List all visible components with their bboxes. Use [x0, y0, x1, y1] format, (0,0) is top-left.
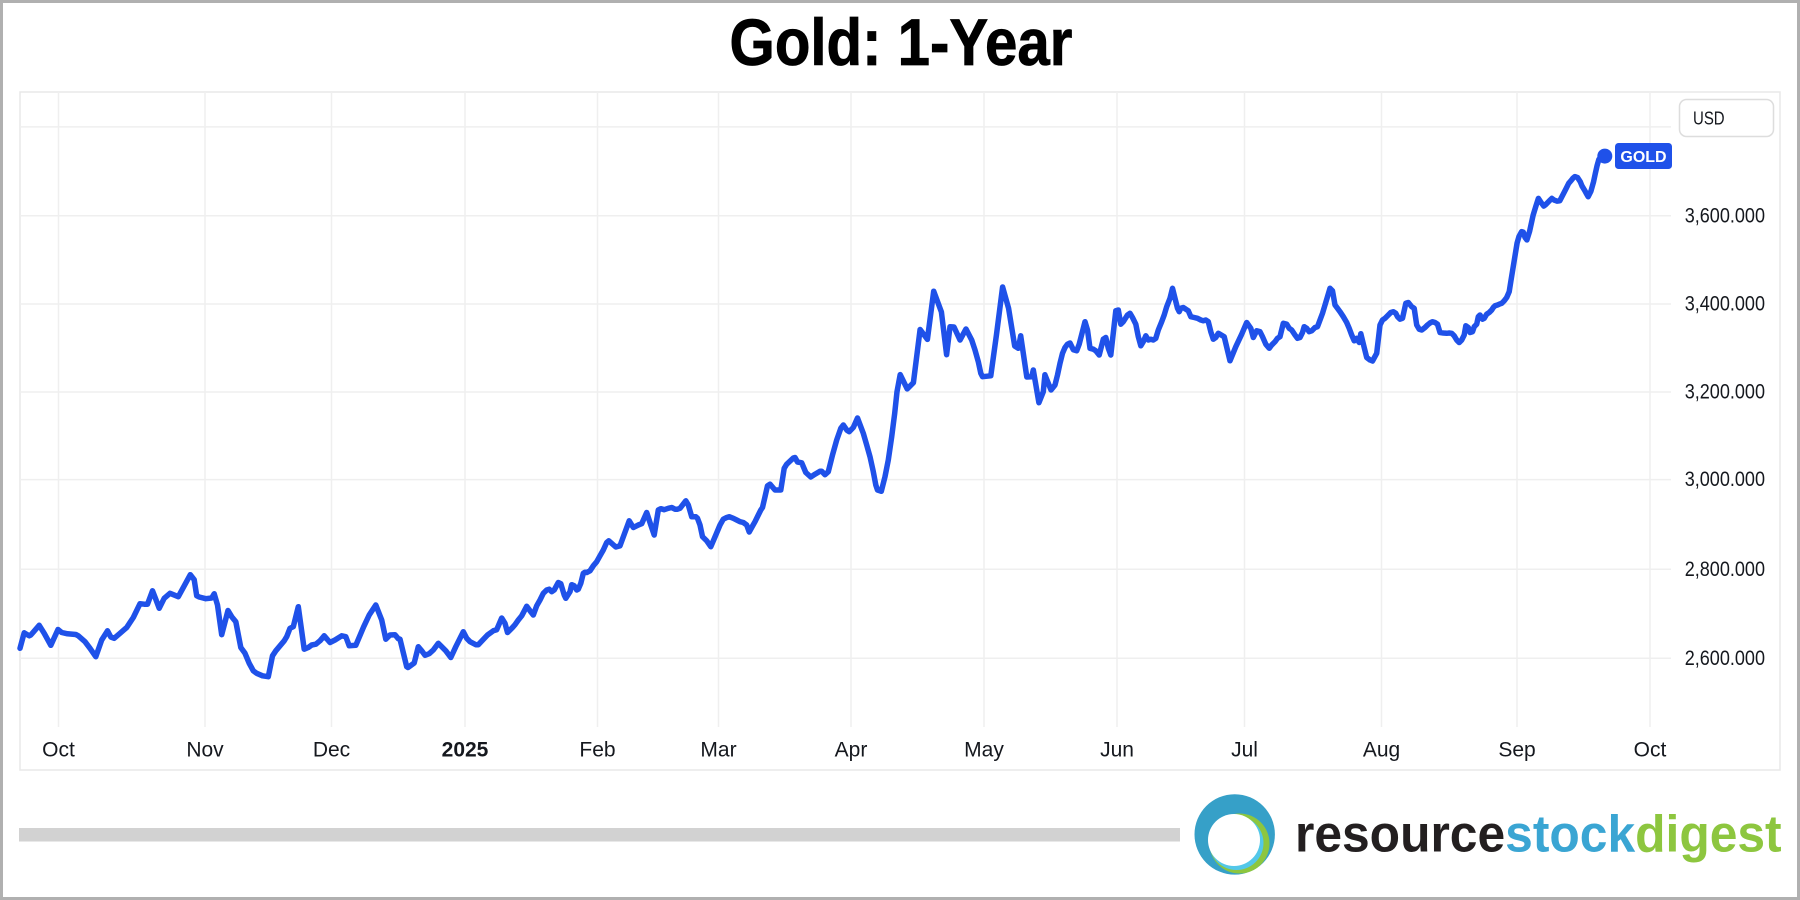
- svg-text:2,800.000: 2,800.000: [1685, 557, 1765, 581]
- svg-text:Jul: Jul: [1231, 739, 1258, 762]
- svg-text:May: May: [964, 739, 1004, 762]
- svg-text:Feb: Feb: [579, 739, 615, 762]
- svg-text:Gold: 1-Year: Gold: 1-Year: [730, 7, 1073, 80]
- svg-text:USD: USD: [1693, 108, 1725, 129]
- svg-text:3,600.000: 3,600.000: [1685, 204, 1765, 228]
- svg-text:Mar: Mar: [700, 739, 736, 762]
- svg-text:3,000.000: 3,000.000: [1685, 468, 1765, 492]
- svg-text:3,200.000: 3,200.000: [1685, 380, 1765, 404]
- svg-text:Sep: Sep: [1498, 739, 1535, 762]
- svg-text:Oct: Oct: [42, 739, 75, 762]
- svg-text:Aug: Aug: [1363, 739, 1400, 762]
- svg-text:Oct: Oct: [1634, 739, 1667, 762]
- svg-text:GOLD: GOLD: [1620, 149, 1666, 166]
- svg-text:3,400.000: 3,400.000: [1685, 292, 1765, 316]
- svg-text:resourcestockdigest: resourcestockdigest: [1295, 805, 1782, 863]
- svg-text:Nov: Nov: [186, 739, 224, 762]
- svg-text:Dec: Dec: [313, 739, 350, 762]
- svg-text:Apr: Apr: [835, 739, 868, 762]
- svg-text:2,600.000: 2,600.000: [1685, 646, 1765, 670]
- svg-text:2025: 2025: [442, 739, 489, 762]
- svg-text:Jun: Jun: [1100, 739, 1134, 762]
